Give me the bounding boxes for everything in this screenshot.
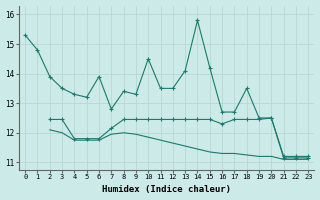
X-axis label: Humidex (Indice chaleur): Humidex (Indice chaleur)	[102, 185, 231, 194]
